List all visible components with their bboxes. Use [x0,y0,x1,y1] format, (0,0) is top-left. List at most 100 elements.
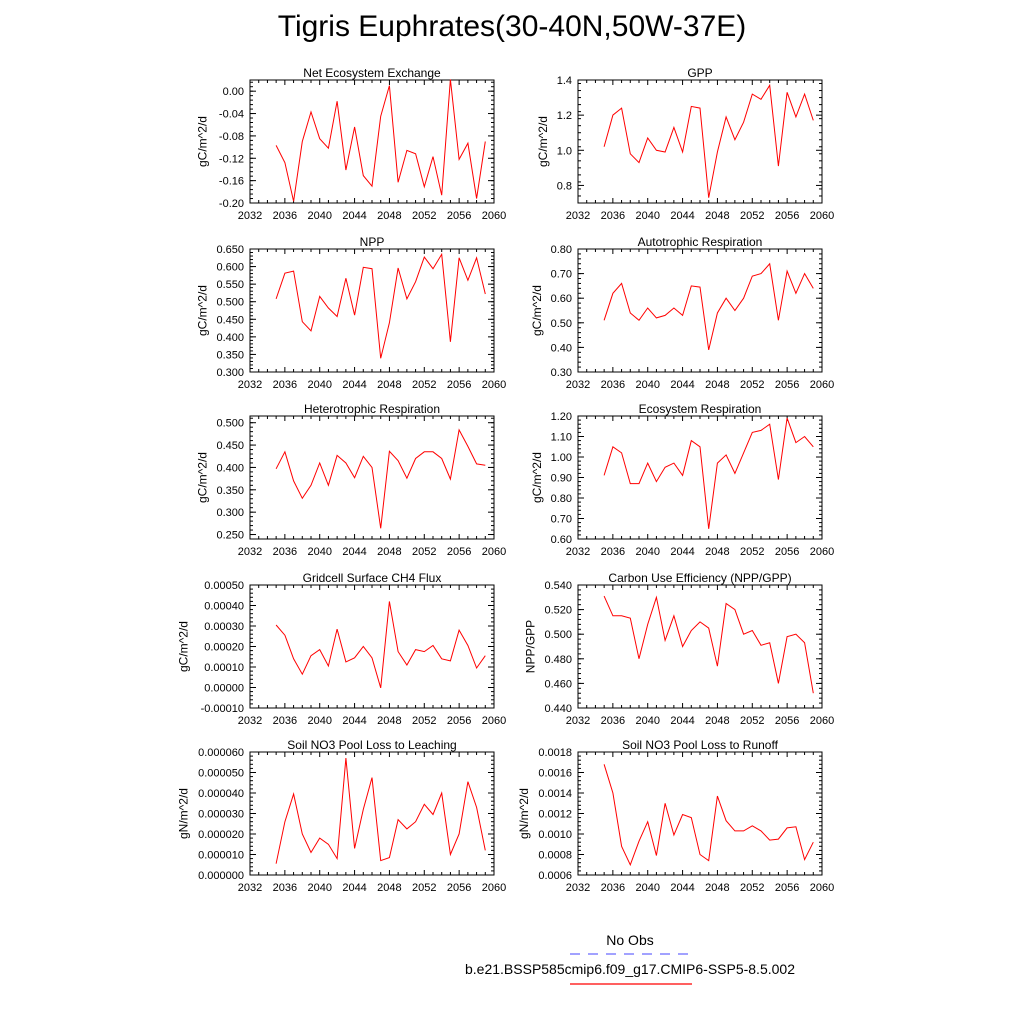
y-tick-label: -0.20 [219,198,244,210]
x-tick-label: 2040 [635,546,659,558]
y-tick-label: 1.2 [557,110,572,122]
chart-panel-9: 2032 2036 2040 2044 2048 2052 2056 2060 0.000060… [177,738,507,894]
y-tick-label: 0.600 [216,262,244,274]
panel-title: Soil NO3 Pool Loss to Leaching [287,738,456,752]
x-tick-label: 2048 [705,882,729,894]
y-axis-label: gC/m^2/d [196,285,210,336]
legend-obs-line [570,953,692,955]
x-tick-label: 2036 [273,210,297,222]
x-tick-label: 2036 [273,715,297,727]
y-tick-label: 0.350 [216,349,244,361]
y-tick-label: 0.8 [557,180,572,192]
legend-case-line [570,983,692,985]
x-tick-label: 2044 [342,210,366,222]
x-tick-label: 2036 [273,546,297,558]
legend-obs-label: No Obs [606,932,654,948]
x-tick-label: 2044 [342,379,366,391]
y-tick-label: 0.70 [551,269,572,281]
plot-frame [577,751,823,876]
y-axis-label: gC/m^2/d [530,452,544,503]
y-tick-label: 0.460 [544,678,572,690]
plot-frame [249,248,495,373]
y-tick-label: 0.00010 [204,662,244,674]
y-tick-label: 0.540 [544,580,572,592]
y-tick-label: 0.60 [551,293,572,305]
y-tick-label: -0.00010 [201,703,244,715]
x-tick-label: 2056 [775,379,799,391]
x-tick-label: 2060 [810,546,834,558]
y-tick-label: 0.60 [551,534,572,546]
y-tick-label: 0.480 [544,654,572,666]
x-tick-label: 2040 [307,379,331,391]
panel-title: Ecosystem Respiration [639,402,762,416]
y-tick-label: 0.40 [551,342,572,354]
y-axis-label: gN/m^2/d [517,788,531,839]
panel-title: Soil NO3 Pool Loss to Runoff [622,738,779,752]
y-axis-label: gN/m^2/d [177,788,191,839]
x-tick-label: 2040 [635,210,659,222]
y-axis-label: gC/m^2/d [196,452,210,503]
series-line [603,595,814,694]
series-line [603,764,814,867]
x-tick-label: 2048 [705,210,729,222]
x-tick-label: 2032 [238,210,262,222]
x-tick-label: 2044 [670,210,694,222]
y-tick-label: 0.0012 [538,809,572,821]
x-tick-label: 2056 [447,546,471,558]
x-tick-label: 2052 [412,546,436,558]
y-tick-label: 0.450 [216,440,244,452]
x-tick-label: 2044 [342,546,366,558]
y-tick-label: 0.70 [551,514,572,526]
x-tick-label: 2036 [601,715,625,727]
y-tick-label: 0.250 [216,530,244,542]
plot-frame [577,79,823,204]
y-tick-label: 0.000020 [198,829,244,841]
chart-panel-10: 2032 2036 2040 2044 2048 2052 2056 2060 0.0018 0.… [517,738,834,894]
plot-frame [249,584,495,709]
plot-frame [249,751,495,876]
x-tick-label: 2044 [670,379,694,391]
y-tick-label: -0.04 [219,109,244,121]
x-tick-label: 2052 [412,715,436,727]
chart-panel-5: 2032 2036 2040 2044 2048 2052 2056 2060 0.500 0.4… [196,402,507,558]
x-tick-label: 2036 [273,882,297,894]
x-tick-label: 2060 [482,210,506,222]
y-tick-label: 0.300 [216,367,244,379]
y-tick-label: 0.400 [216,332,244,344]
main-title: Tigris Euphrates(30-40N,50W-37E) [277,10,747,43]
series-line [275,79,486,202]
x-tick-label: 2052 [412,882,436,894]
y-tick-label: 1.4 [557,75,572,87]
panel-title: Autotrophic Respiration [638,235,763,249]
series-line [603,262,814,351]
y-tick-label: 0.80 [551,493,572,505]
x-tick-label: 2036 [601,546,625,558]
y-tick-label: 0.500 [216,297,244,309]
x-tick-label: 2056 [447,379,471,391]
y-tick-label: 0.00 [223,86,244,98]
y-tick-label: 0.80 [551,244,572,256]
y-tick-label: 0.650 [216,244,244,256]
x-tick-label: 2032 [566,210,590,222]
y-tick-label: 0.350 [216,485,244,497]
x-tick-label: 2056 [775,715,799,727]
plot-frame [577,415,823,540]
y-tick-label: 0.550 [216,279,244,291]
y-tick-label: 0.000000 [198,870,244,882]
x-tick-label: 2052 [740,379,764,391]
x-tick-label: 2060 [482,882,506,894]
x-tick-label: 2056 [775,546,799,558]
x-tick-label: 2052 [740,210,764,222]
y-tick-label: 0.00030 [204,621,244,633]
x-tick-label: 2040 [635,379,659,391]
plot-frame [577,248,823,373]
y-axis-label: gC/m^2/d [536,116,550,167]
x-tick-label: 2056 [447,210,471,222]
x-tick-label: 2032 [238,546,262,558]
y-tick-label: 0.90 [551,473,572,485]
x-tick-label: 2060 [482,715,506,727]
y-tick-label: 0.0014 [538,788,572,800]
y-tick-label: 0.50 [551,318,572,330]
y-tick-label: 0.0016 [538,768,572,780]
